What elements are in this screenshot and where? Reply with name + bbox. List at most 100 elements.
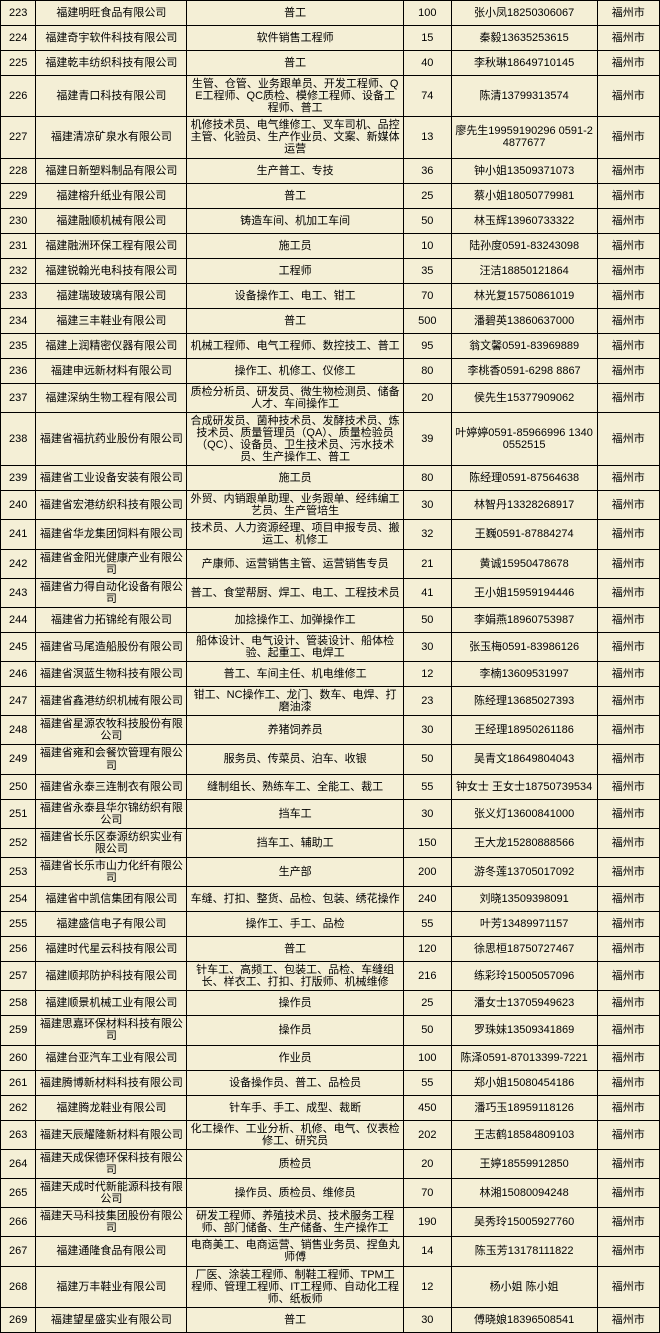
cell-contact: 潘巧玉18959118126 — [451, 1095, 597, 1120]
cell-index: 249 — [1, 745, 36, 774]
cell-company: 福建上润精密仪器有限公司 — [36, 333, 187, 358]
cell-contact: 王巍0591-87884274 — [451, 520, 597, 549]
cell-index: 246 — [1, 662, 36, 687]
cell-company: 福建省星源农牧科技股份有限公司 — [36, 716, 187, 745]
table-row: 254福建省中凯信集团有限公司车缝、打扣、整货、品检、包装、绣花操作240刘晓1… — [1, 887, 660, 912]
cell-city: 福州市 — [597, 1178, 660, 1207]
cell-city: 福州市 — [597, 549, 660, 578]
cell-contact: 陈经理13685027393 — [451, 687, 597, 716]
cell-count: 35 — [403, 258, 451, 283]
cell-count: 10 — [403, 233, 451, 258]
cell-index: 268 — [1, 1266, 36, 1307]
cell-city: 福州市 — [597, 887, 660, 912]
cell-count: 55 — [403, 1070, 451, 1095]
cell-index: 269 — [1, 1307, 36, 1332]
cell-contact: 黄诚15950478678 — [451, 549, 597, 578]
cell-positions: 普工 — [187, 308, 404, 333]
cell-company: 福建天马科技集团股份有限公司 — [36, 1208, 187, 1237]
table-row: 269福建望星盛实业有限公司普工30傅晓娘18396508541福州市 — [1, 1307, 660, 1332]
table-row: 234福建三丰鞋业有限公司普工500潘碧英13860637000福州市 — [1, 308, 660, 333]
table-row: 263福建天辰耀隆新材料有限公司化工操作、工业分析、机修、电气、仪表检修工、研究… — [1, 1120, 660, 1149]
cell-contact: 林湘15080094248 — [451, 1178, 597, 1207]
cell-count: 12 — [403, 1266, 451, 1307]
table-row: 265福建天成时代新能源科技有限公司操作员、质检员、维修员70林湘1508009… — [1, 1178, 660, 1207]
table-row: 242福建省金阳光健康产业有限公司产康师、运营销售主管、运营销售专员21黄诚15… — [1, 549, 660, 578]
cell-contact: 张小凤18250306067 — [451, 1, 597, 26]
table-row: 255福建盛信电子有限公司操作工、手工、品检55叶芳13489971157福州市 — [1, 912, 660, 937]
cell-city: 福州市 — [597, 466, 660, 491]
cell-city: 福州市 — [597, 962, 660, 991]
cell-positions: 生产部 — [187, 858, 404, 887]
cell-count: 14 — [403, 1237, 451, 1266]
cell-city: 福州市 — [597, 233, 660, 258]
table-row: 239福建省工业设备安装有限公司施工员80陈经理0591-87564638福州市 — [1, 466, 660, 491]
cell-index: 254 — [1, 887, 36, 912]
cell-positions: 质检员 — [187, 1149, 404, 1178]
cell-contact: 王小姐15959194446 — [451, 578, 597, 607]
cell-count: 100 — [403, 1, 451, 26]
cell-contact: 陈清13799313574 — [451, 76, 597, 117]
cell-company: 福建腾博新材料科技有限公司 — [36, 1070, 187, 1095]
cell-contact: 林智丹13328268917 — [451, 491, 597, 520]
cell-company: 福建思嘉环保材料科技有限公司 — [36, 1016, 187, 1045]
cell-positions: 缝制组长、熟练车工、全能工、裁工 — [187, 774, 404, 799]
cell-city: 福州市 — [597, 858, 660, 887]
table-row: 223福建明旺食品有限公司普工100张小凤18250306067福州市 — [1, 1, 660, 26]
table-row: 235福建上润精密仪器有限公司机械工程师、电气工程师、数控技工、普工95翁文馨0… — [1, 333, 660, 358]
cell-contact: 林玉辉13960733322 — [451, 208, 597, 233]
cell-city: 福州市 — [597, 578, 660, 607]
cell-contact: 李桃香0591-6298 8867 — [451, 358, 597, 383]
cell-index: 265 — [1, 1178, 36, 1207]
table-row: 264福建天成保德环保科技有限公司质检员20王婷18559912850福州市 — [1, 1149, 660, 1178]
cell-count: 150 — [403, 828, 451, 857]
cell-positions: 普工 — [187, 937, 404, 962]
cell-index: 238 — [1, 412, 36, 465]
cell-positions: 挡车工 — [187, 799, 404, 828]
cell-index: 252 — [1, 828, 36, 857]
cell-contact: 吴青文18649804043 — [451, 745, 597, 774]
table-body: 223福建明旺食品有限公司普工100张小凤18250306067福州市224福建… — [1, 1, 660, 1333]
cell-index: 227 — [1, 117, 36, 158]
cell-count: 32 — [403, 520, 451, 549]
cell-index: 236 — [1, 358, 36, 383]
cell-company: 福建顺景机械工业有限公司 — [36, 991, 187, 1016]
cell-city: 福州市 — [597, 687, 660, 716]
cell-positions: 研发工程师、养殖技术员、技术服务工程师、部门储备、生产储备、生产操作工 — [187, 1208, 404, 1237]
cell-positions: 钳工、NC操作工、龙门、数车、电焊、打磨油漆 — [187, 687, 404, 716]
cell-city: 福州市 — [597, 774, 660, 799]
table-row: 268福建万丰鞋业有限公司厂医、涂装工程师、制鞋工程师、TPM工程师、管理工程师… — [1, 1266, 660, 1307]
cell-positions: 车缝、打扣、整货、品检、包装、绣花操作 — [187, 887, 404, 912]
cell-index: 244 — [1, 607, 36, 632]
cell-company: 福建省力拓锦纶有限公司 — [36, 607, 187, 632]
cell-city: 福州市 — [597, 117, 660, 158]
cell-count: 80 — [403, 466, 451, 491]
cell-positions: 施工员 — [187, 466, 404, 491]
table-row: 249福建省雍和会餐饮管理有限公司服务员、传菜员、泊车、收银50吴青文18649… — [1, 745, 660, 774]
cell-count: 74 — [403, 76, 451, 117]
cell-city: 福州市 — [597, 991, 660, 1016]
cell-city: 福州市 — [597, 51, 660, 76]
cell-contact: 张义灯13600841000 — [451, 799, 597, 828]
cell-city: 福州市 — [597, 607, 660, 632]
cell-positions: 普工 — [187, 51, 404, 76]
cell-positions: 船体设计、电气设计、管装设计、船体检验、起重工、电焊工 — [187, 632, 404, 661]
cell-city: 福州市 — [597, 183, 660, 208]
table-row: 232福建锐翰光电科技有限公司工程师35汪洁18850121864福州市 — [1, 258, 660, 283]
cell-city: 福州市 — [597, 662, 660, 687]
cell-city: 福州市 — [597, 1208, 660, 1237]
cell-count: 55 — [403, 912, 451, 937]
cell-positions: 施工员 — [187, 233, 404, 258]
cell-company: 福建省长乐区泰源纺织实业有限公司 — [36, 828, 187, 857]
cell-index: 223 — [1, 1, 36, 26]
cell-city: 福州市 — [597, 1237, 660, 1266]
cell-count: 20 — [403, 383, 451, 412]
cell-count: 25 — [403, 991, 451, 1016]
cell-index: 247 — [1, 687, 36, 716]
cell-contact: 钟女士 王女士18750739534 — [451, 774, 597, 799]
cell-index: 242 — [1, 549, 36, 578]
cell-company: 福建明旺食品有限公司 — [36, 1, 187, 26]
cell-count: 50 — [403, 208, 451, 233]
cell-company: 福建天成时代新能源科技有限公司 — [36, 1178, 187, 1207]
cell-city: 福州市 — [597, 383, 660, 412]
cell-contact: 翁文馨0591-83969889 — [451, 333, 597, 358]
